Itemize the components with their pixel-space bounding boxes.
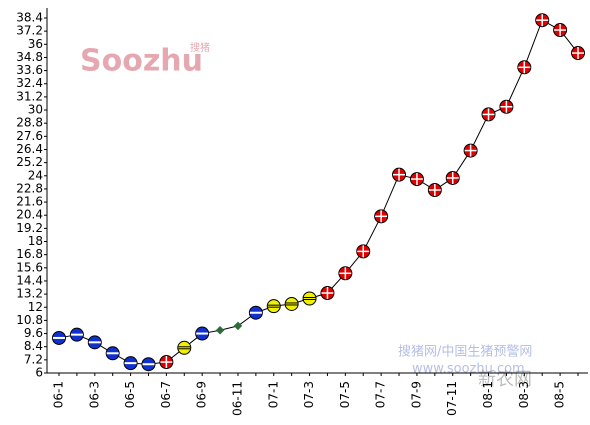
y-tick-label: 21.6 xyxy=(16,195,43,209)
x-tick-label: 07-5 xyxy=(338,381,352,408)
watermark-logo-cn: 搜猪 xyxy=(190,41,210,54)
marker xyxy=(374,209,389,224)
marker xyxy=(571,46,585,61)
y-tick-label: 22.8 xyxy=(16,181,43,195)
watermark-partner: 新农网 xyxy=(478,369,532,390)
y-tick-label: 38.4 xyxy=(16,11,43,25)
y-tick-label: 16.8 xyxy=(16,247,43,261)
marker xyxy=(320,286,335,301)
marker xyxy=(159,355,174,370)
marker xyxy=(123,356,138,371)
x-tick-label: 06-1 xyxy=(52,381,66,408)
marker xyxy=(392,167,407,182)
marker xyxy=(553,23,568,38)
marker xyxy=(481,107,496,122)
marker xyxy=(266,299,281,314)
marker xyxy=(215,326,225,335)
x-tick-label: 08-3 xyxy=(517,381,531,408)
marker xyxy=(284,296,299,311)
y-tick-label: 19.2 xyxy=(16,221,43,235)
y-tick-label: 24 xyxy=(28,168,43,182)
y-tick-label: 34.8 xyxy=(16,50,43,64)
marker xyxy=(177,340,192,355)
marker xyxy=(248,305,263,320)
x-tick-label: 07-1 xyxy=(266,381,280,408)
marker xyxy=(87,335,102,350)
marker xyxy=(105,346,120,361)
y-tick-label: 14.4 xyxy=(16,273,43,287)
marker xyxy=(535,13,550,28)
x-tick-label: 06-5 xyxy=(123,381,137,408)
y-tick-label: 32.4 xyxy=(16,76,43,90)
y-tick-label: 12 xyxy=(28,300,43,314)
marker xyxy=(409,172,424,187)
y-tick-label: 27.6 xyxy=(16,129,43,143)
y-tick-label: 31.2 xyxy=(16,89,43,103)
marker-circle xyxy=(284,296,299,311)
y-tick-label: 10.8 xyxy=(16,313,43,327)
marker-circle xyxy=(302,291,317,306)
y-tick-label: 28.8 xyxy=(16,116,43,130)
y-tick-label: 37.2 xyxy=(16,24,43,38)
x-tick-label: 07-9 xyxy=(409,381,423,408)
watermark-site: 搜猪网/中国生猪预警网 xyxy=(398,344,532,360)
x-tick-label: 06-3 xyxy=(87,381,101,408)
y-tick-label: 18 xyxy=(28,234,43,248)
y-tick-label: 7.2 xyxy=(24,352,43,366)
watermark-logo: Soozhu xyxy=(80,44,203,79)
y-tick-label: 6 xyxy=(35,366,43,380)
y-tick-label: 36 xyxy=(28,37,43,51)
marker xyxy=(195,326,210,341)
y-tick-label: 8.4 xyxy=(24,339,43,353)
marker xyxy=(463,143,478,158)
y-tick-label: 25.2 xyxy=(16,155,43,169)
x-tick-label: 07-7 xyxy=(374,381,388,408)
marker xyxy=(356,244,371,259)
y-tick-label: 26.4 xyxy=(16,142,43,156)
x-tick-label: 07-11 xyxy=(445,381,459,416)
y-tick-label: 33.6 xyxy=(16,63,43,77)
y-tick-label: 20.4 xyxy=(16,208,43,222)
y-tick-label: 13.2 xyxy=(16,287,43,301)
marker-circle xyxy=(266,299,281,314)
x-tick-label: 08-5 xyxy=(553,381,567,408)
marker xyxy=(302,291,317,306)
x-tick-label: 06-11 xyxy=(230,381,244,416)
x-tick-label: 08-1 xyxy=(481,381,495,408)
y-tick-label: 15.6 xyxy=(16,260,43,274)
marker xyxy=(52,330,66,345)
y-tick-label: 30 xyxy=(28,103,43,117)
marker xyxy=(338,266,353,281)
marker xyxy=(69,327,84,342)
marker-circle xyxy=(177,340,192,355)
x-tick-label: 06-7 xyxy=(159,381,173,408)
marker xyxy=(445,170,460,185)
x-tick-label: 06-9 xyxy=(195,381,209,408)
marker xyxy=(141,357,156,372)
marker xyxy=(499,99,514,114)
marker xyxy=(427,183,442,198)
marker xyxy=(517,60,532,75)
marker xyxy=(233,321,243,331)
y-tick-label: 9.6 xyxy=(24,326,43,340)
x-tick-label: 07-3 xyxy=(302,381,316,408)
